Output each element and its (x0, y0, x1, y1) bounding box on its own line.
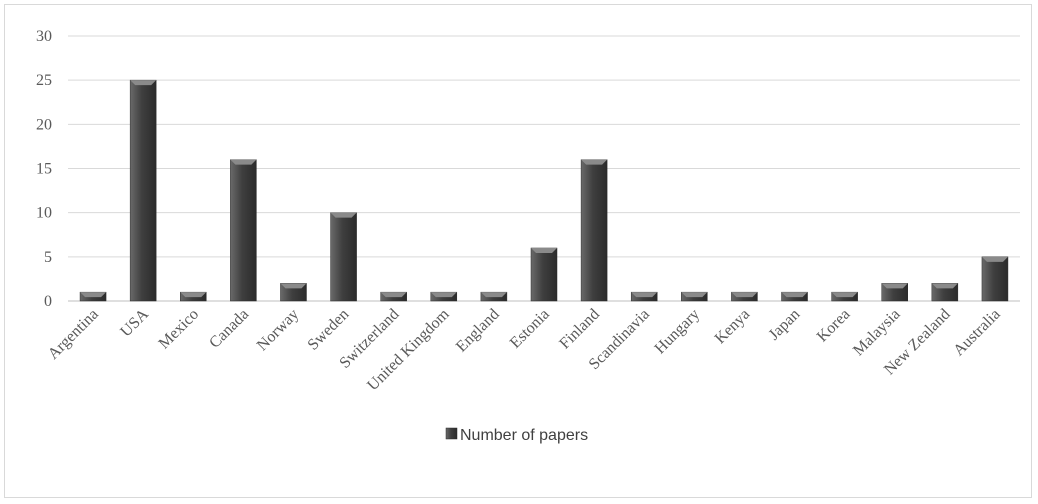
x-tick-label: Mexico (156, 306, 203, 353)
bar-bevel (781, 292, 808, 298)
x-tick-label: Japan (766, 306, 804, 344)
bar-bevel (831, 292, 858, 298)
bar-canada (230, 159, 257, 302)
bar-bevel (180, 292, 207, 298)
bar-usa (129, 79, 157, 302)
x-tick-label: Finland (556, 306, 603, 353)
bar-bevel (931, 283, 958, 289)
bar-bevel (80, 292, 107, 298)
y-tick-label: 10 (36, 205, 52, 222)
legend: Number of papers (445, 427, 588, 444)
x-tick-label: Estonia (507, 306, 553, 352)
bar-bevel (731, 292, 758, 298)
y-axis-tick-labels: 0 5 10 15 20 25 30 (36, 28, 52, 310)
bar-bevel (380, 292, 407, 298)
bar-bevel (330, 212, 357, 218)
chart-frame (4, 4, 1032, 498)
bar-bevel (631, 292, 658, 298)
y-tick-label: 15 (36, 161, 52, 178)
bar-bevel (130, 80, 157, 86)
x-tick-label: Australia (950, 306, 1003, 359)
x-tick-label: Kenya (712, 306, 754, 348)
x-tick-label: Hungary (652, 306, 704, 358)
legend-swatch (445, 427, 458, 440)
x-tick-label: USA (117, 305, 152, 340)
bar-bevel (531, 248, 557, 253)
x-axis-tick-labels: Argentina USA Mexico Canada Norway SwedenSwit… (45, 305, 1004, 394)
y-tick-label: 25 (36, 72, 52, 89)
bars (79, 79, 1009, 302)
bar-finland (580, 159, 608, 302)
bar-bevel (480, 292, 507, 298)
x-tick-label: Norway (254, 306, 302, 354)
legend-label: Number of papers (460, 427, 588, 444)
bar-bevel (981, 256, 1008, 262)
x-tick-label: England (453, 306, 503, 356)
bar-australia (981, 256, 1009, 302)
bar-bevel (581, 159, 608, 165)
y-tick-label: 5 (44, 249, 52, 266)
x-tick-label: Canada (206, 306, 252, 352)
bar-bevel (280, 283, 307, 289)
bar-sweden (330, 212, 357, 302)
bar-bevel (230, 159, 257, 165)
bar-bevel (681, 292, 708, 298)
bar-bevel (881, 283, 908, 289)
x-tick-label: Sweden (305, 306, 353, 354)
bar-estonia (530, 247, 558, 302)
x-tick-label: Korea (814, 306, 854, 346)
bar-bevel (430, 292, 457, 298)
x-tick-label: Argentina (45, 306, 102, 363)
gridlines (68, 35, 1020, 302)
y-tick-label: 20 (36, 116, 52, 133)
y-tick-label: 30 (36, 28, 52, 45)
y-tick-label: 0 (44, 293, 52, 310)
